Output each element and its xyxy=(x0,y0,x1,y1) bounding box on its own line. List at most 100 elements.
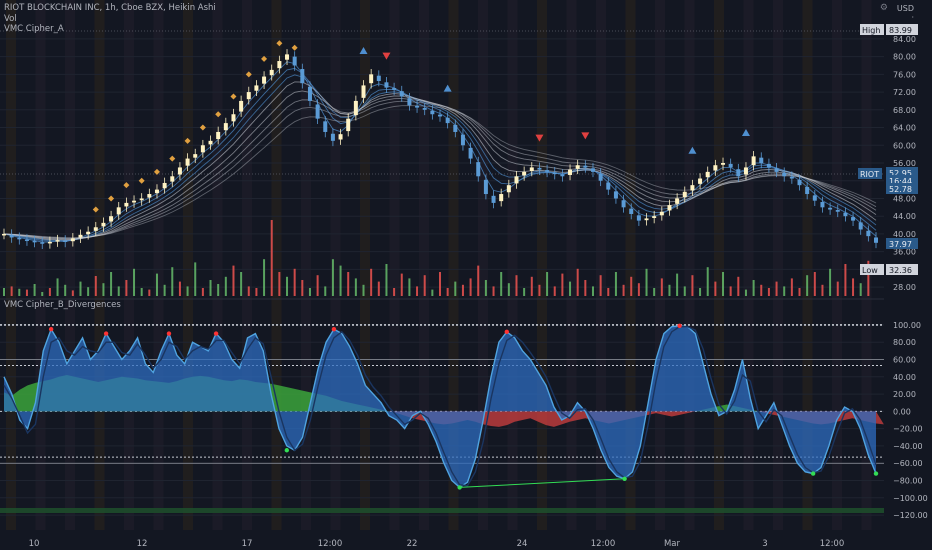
volume-bar xyxy=(584,280,587,296)
cipher-a-label[interactable]: VMC Cipher_A xyxy=(4,24,64,34)
volume-bar xyxy=(469,278,472,296)
low-value-tag: 32.36 xyxy=(889,266,912,275)
diamond-marker xyxy=(276,40,283,47)
volume-bar xyxy=(576,268,579,296)
signal-markers xyxy=(92,40,750,213)
time-tick-label: 24 xyxy=(517,539,528,549)
price-tick-label: 44.00 xyxy=(893,212,916,221)
candle-series xyxy=(2,49,878,250)
volume-bar xyxy=(836,281,839,296)
candle-body xyxy=(24,239,29,242)
time-tick-label: 3 xyxy=(762,539,767,549)
candle-body xyxy=(575,165,580,169)
volume-bar xyxy=(599,275,602,296)
volume-bar xyxy=(461,284,464,296)
session-band xyxy=(566,0,577,530)
current-price-tag: 52.95 xyxy=(889,169,912,178)
candle-body xyxy=(17,237,22,240)
candle-body xyxy=(522,171,527,176)
session-band xyxy=(832,0,842,530)
volume-bar xyxy=(339,265,342,296)
candle-body xyxy=(820,202,825,208)
volume-bar xyxy=(859,283,862,296)
candle-body xyxy=(415,105,420,108)
diamond-marker xyxy=(138,177,145,184)
candle-body xyxy=(476,162,481,177)
candle-body xyxy=(124,202,129,207)
candle-body xyxy=(407,98,412,106)
volume-bar xyxy=(148,289,151,296)
diamond-marker xyxy=(291,44,298,51)
osc-tick-label: −40.00 xyxy=(893,442,923,451)
candle-body xyxy=(384,82,389,88)
candle-body xyxy=(109,216,114,222)
session-band xyxy=(65,0,75,530)
volume-bar xyxy=(561,273,564,296)
price-tick-label: 84.00 xyxy=(893,35,916,44)
high-label-bg xyxy=(860,24,884,35)
volume-bar xyxy=(79,281,82,296)
candle-body xyxy=(667,205,672,211)
volume-bar xyxy=(737,276,740,296)
price-axis[interactable]: 84.00 80.00 76.00 72.00 68.00 64.00 60.00 56.00… xyxy=(858,0,932,550)
time-axis[interactable]: 10 12 17 12:00 22 24 12:00 Mar 3 12:00 xyxy=(0,532,932,550)
volume-bar xyxy=(354,278,357,296)
volume-bar xyxy=(48,288,51,296)
volume-bar xyxy=(691,275,694,296)
candle-body xyxy=(705,171,710,178)
candle-body xyxy=(361,85,366,98)
price-tick-label: 36.00 xyxy=(893,248,916,257)
volume-bar xyxy=(408,278,411,296)
candle-body xyxy=(422,108,427,110)
vol-indicator-label[interactable]: Vol xyxy=(4,14,17,24)
volume-bar xyxy=(714,281,717,296)
candle-body xyxy=(835,209,840,212)
candle-body xyxy=(70,238,75,242)
volume-bar xyxy=(431,289,434,296)
ema-line xyxy=(3,97,877,240)
volume-bar xyxy=(844,264,847,296)
candle-body xyxy=(177,167,182,175)
candle-body xyxy=(162,182,167,189)
countdown-tag: 16:44 xyxy=(889,177,912,186)
volume-bar xyxy=(423,275,426,296)
high-label: High xyxy=(862,26,880,35)
candle-body xyxy=(606,182,611,190)
volume-bar xyxy=(798,288,801,296)
volume-pane xyxy=(3,220,870,296)
buy-signal-triangle xyxy=(359,46,368,54)
candle-body xyxy=(736,169,741,177)
candle-body xyxy=(782,172,787,177)
candle-body xyxy=(789,176,794,179)
volume-bar xyxy=(553,286,556,296)
oscillator-pane xyxy=(3,323,884,490)
volume-bar xyxy=(331,259,334,296)
volume-bar xyxy=(217,284,220,296)
countdown-tag-bg xyxy=(886,175,918,186)
volume-bar xyxy=(683,286,686,296)
candle-body xyxy=(147,194,152,198)
session-band xyxy=(271,0,282,530)
candle-body xyxy=(223,123,228,131)
session-band xyxy=(596,0,606,530)
volume-bar xyxy=(806,275,809,296)
cross-dot xyxy=(213,331,219,336)
candle-body xyxy=(353,100,358,116)
volume-bar xyxy=(224,276,227,296)
volume-bar xyxy=(293,268,296,296)
volume-bar xyxy=(729,286,732,296)
cipher-b-label[interactable]: VMC Cipher_B_Divergences xyxy=(4,300,121,310)
volume-bar xyxy=(477,265,480,296)
session-band xyxy=(773,0,783,530)
wave1-line xyxy=(3,325,877,489)
volume-bar xyxy=(178,281,181,296)
volume-bar xyxy=(660,278,663,296)
time-tick-label: 12:00 xyxy=(591,539,616,549)
volume-bar xyxy=(286,276,289,296)
gear-icon[interactable]: ⚙ xyxy=(879,3,888,13)
volume-bar xyxy=(33,284,36,296)
sell-signal-triangle xyxy=(535,134,544,142)
buy-signal-triangle xyxy=(741,128,750,136)
osc-tick-label: −100.00 xyxy=(893,494,928,503)
